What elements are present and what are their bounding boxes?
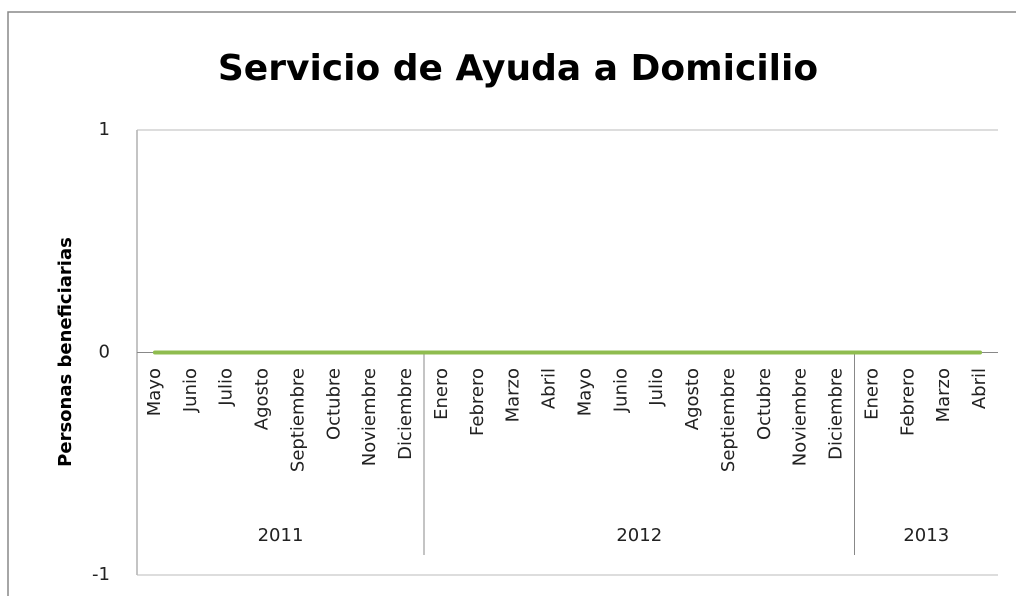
y-axis-label: Personas beneficiarias: [55, 237, 76, 467]
x-tick-label: Octubre: [323, 368, 344, 440]
chart-title: Servicio de Ayuda a Domicilio: [218, 48, 818, 89]
x-tick-label: Febrero: [897, 368, 918, 436]
x-tick-label: Septiembre: [287, 368, 308, 472]
group-label: 2012: [616, 525, 662, 546]
y-tick-label: -1: [92, 564, 110, 585]
x-tick-label: Junio: [610, 368, 631, 413]
group-label: 2013: [903, 525, 949, 546]
x-tick-label: Noviembre: [359, 368, 380, 466]
x-tick-label: Marzo: [503, 368, 524, 422]
x-tick-label: Marzo: [933, 368, 954, 422]
y-tick-label: 1: [99, 119, 110, 140]
x-tick-label: Junio: [180, 368, 201, 413]
x-tick-label: Julio: [216, 368, 237, 407]
x-tick-label: Abril: [969, 368, 990, 409]
x-tick-label: Agosto: [252, 368, 273, 430]
x-tick-label: Noviembre: [790, 368, 811, 466]
x-tick-label: Mayo: [574, 368, 595, 416]
x-tick-label: Diciembre: [826, 368, 847, 460]
x-tick-label: Febrero: [467, 368, 488, 436]
x-tick-label: Enero: [431, 368, 452, 420]
y-tick-label: 0: [99, 342, 110, 363]
x-tick-label: Septiembre: [718, 368, 739, 472]
x-tick-label: Abril: [539, 368, 560, 409]
x-tick-label: Julio: [646, 368, 667, 407]
x-tick-label: Octubre: [754, 368, 775, 440]
chart-border: [7, 11, 1016, 596]
x-tick-label: Agosto: [682, 368, 703, 430]
group-label: 2011: [258, 525, 304, 546]
x-tick-label: Enero: [861, 368, 882, 420]
x-tick-label: Mayo: [144, 368, 165, 416]
x-tick-label: Diciembre: [395, 368, 416, 460]
